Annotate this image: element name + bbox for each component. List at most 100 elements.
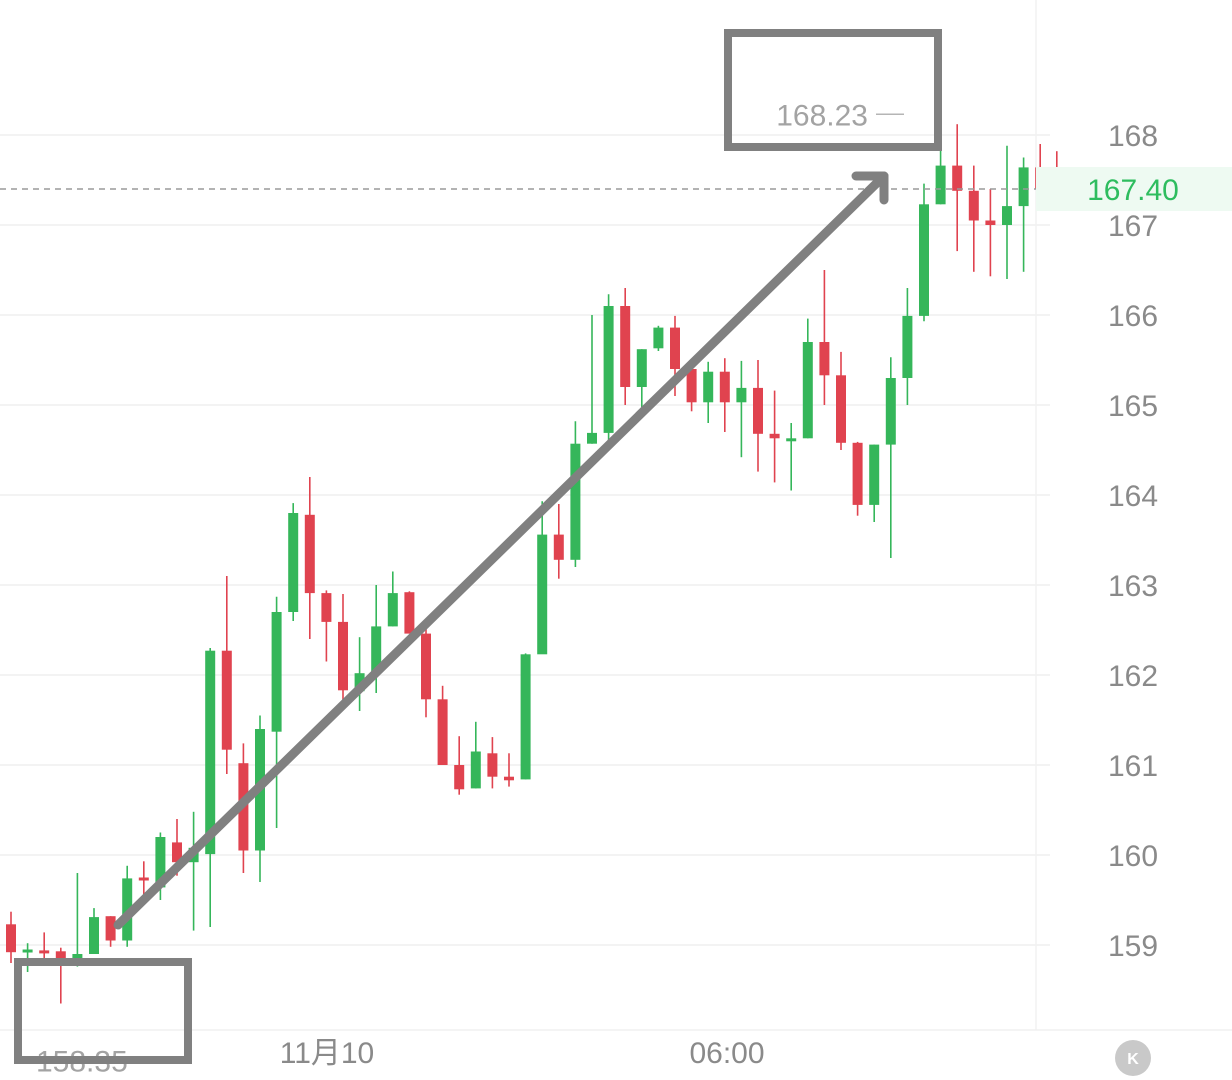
candle <box>603 294 614 445</box>
candle-body <box>122 878 133 941</box>
candle <box>138 861 149 895</box>
candle-body <box>89 917 99 954</box>
last-price-label: 167.40 <box>1087 174 1179 207</box>
x-tick-label: 11月10 <box>280 1037 375 1070</box>
candle <box>553 504 564 579</box>
y-tick-label: 165 <box>1108 390 1158 423</box>
candle-body <box>55 951 66 961</box>
candle-body <box>105 916 116 941</box>
candle <box>620 288 631 405</box>
candle <box>122 865 133 947</box>
candle-body <box>487 753 498 777</box>
candle <box>487 737 498 789</box>
candle <box>719 358 730 432</box>
candle-body <box>338 621 348 691</box>
candle-body <box>636 349 647 387</box>
grid-lines <box>0 0 1232 1031</box>
y-tick-label: 166 <box>1108 300 1158 333</box>
candle <box>1018 157 1029 272</box>
candle <box>221 576 232 774</box>
candle-body <box>719 371 730 403</box>
x-axis: 11月10 06:00 <box>280 1037 765 1070</box>
candle <box>819 270 830 405</box>
candle-body <box>22 949 33 953</box>
candle-body <box>288 513 299 612</box>
candle <box>769 390 780 483</box>
candle <box>802 318 813 439</box>
candle <box>968 165 979 272</box>
candle-body <box>321 593 332 622</box>
annotations: 167.40 168.23 158.35 <box>0 29 1232 1079</box>
last-price-highlight <box>1036 167 1232 211</box>
candle-body <box>686 369 697 403</box>
candle <box>188 811 199 931</box>
candle-body <box>39 950 50 954</box>
candle-body <box>919 204 929 316</box>
candle-body <box>537 534 548 655</box>
y-tick-label: 163 <box>1108 570 1158 603</box>
candle <box>304 477 315 639</box>
candle-body <box>404 592 415 634</box>
candle <box>255 715 265 882</box>
candle <box>836 351 846 450</box>
candle <box>520 653 531 780</box>
candle-body <box>504 776 514 781</box>
candle <box>6 911 16 963</box>
candle <box>636 349 647 412</box>
candle <box>288 503 299 621</box>
candle-body <box>603 306 614 433</box>
candle-body <box>935 165 946 205</box>
candle <box>271 596 282 828</box>
candle-body <box>885 378 896 445</box>
candle <box>39 932 50 963</box>
candle-body <box>271 612 282 732</box>
candle-body <box>304 514 315 594</box>
candle-body <box>371 626 382 674</box>
candle-body <box>902 315 913 378</box>
candle-body <box>205 650 216 855</box>
candle-body <box>354 673 365 692</box>
candle <box>537 501 548 655</box>
candle <box>686 367 697 412</box>
candle-body <box>470 751 481 789</box>
candle-body <box>1018 167 1029 207</box>
candle <box>321 590 332 662</box>
candle <box>902 288 913 405</box>
candle-body <box>437 699 448 765</box>
candle <box>338 594 348 710</box>
candle-body <box>421 633 431 700</box>
candle <box>952 124 963 252</box>
candle <box>653 325 664 351</box>
low-highlight-box <box>14 958 192 1064</box>
candle-body <box>985 220 996 225</box>
candle-body <box>620 306 631 387</box>
candle <box>885 357 896 558</box>
candle <box>105 916 116 947</box>
candle-body <box>736 387 747 403</box>
candle-body <box>819 342 830 376</box>
y-tick-label: 168 <box>1108 120 1158 153</box>
k-line-toggle-icon[interactable]: K <box>1115 1040 1151 1076</box>
candle-body <box>72 954 83 962</box>
candle <box>587 315 597 444</box>
candle <box>786 423 797 491</box>
candle <box>55 947 66 1004</box>
candle <box>22 943 33 972</box>
candle-body <box>587 432 597 444</box>
trend-arrow-head <box>851 171 889 205</box>
candle-body <box>221 650 232 750</box>
k-icon: K <box>1127 1051 1139 1068</box>
candle-body <box>786 438 797 442</box>
candle <box>454 736 465 795</box>
y-tick-label: 167 <box>1108 210 1158 243</box>
candle-body <box>454 765 465 790</box>
y-tick-label: 161 <box>1108 750 1158 783</box>
candle-body <box>520 654 531 780</box>
candle-body <box>653 327 664 349</box>
candle <box>753 360 763 472</box>
candle-body <box>869 444 880 505</box>
y-tick-label: 162 <box>1108 660 1158 693</box>
candle-body <box>172 842 182 863</box>
